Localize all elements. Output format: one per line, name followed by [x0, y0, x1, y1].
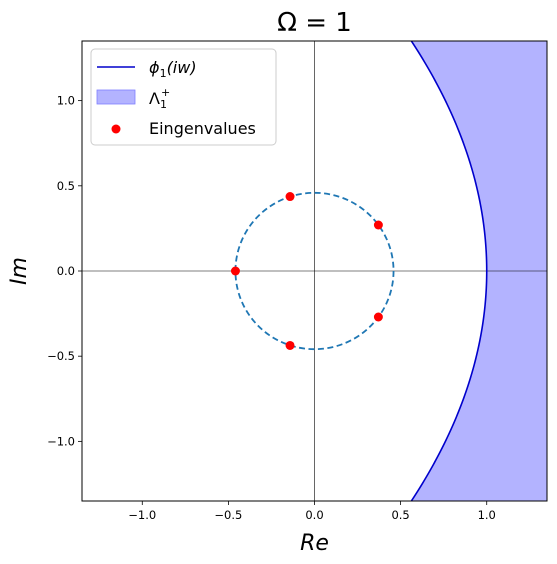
x-tick-label-4: 1.0 — [478, 508, 496, 522]
legend: ϕ1(iw) Λ1+ Eingenvalues — [90, 48, 277, 146]
stability-region — [411, 41, 547, 501]
eigenvalue-point-1 — [285, 192, 295, 202]
y-tick-label-0: −1.0 — [47, 434, 75, 448]
y-tick-label-2: 0.0 — [57, 264, 75, 278]
legend-label-curve: ϕ1(iw) — [149, 58, 197, 80]
axis-ticks: −1.0 −0.5 0.0 0.5 1.0 −1.0 −0.5 0.0 0.5 1.0 — [47, 94, 496, 522]
plot-area — [82, 41, 547, 501]
y-tick-label-1: −0.5 — [47, 349, 75, 363]
chart-title: Ω = 1 — [277, 8, 352, 38]
y-tick-label-3: 0.5 — [57, 179, 75, 193]
eigenvalue-point-4 — [373, 312, 383, 322]
y-tick-label-4: 1.0 — [57, 94, 75, 108]
x-tick-label-3: 0.5 — [391, 508, 409, 522]
x-axis-label: Re — [300, 531, 329, 556]
x-tick-label-0: −1.0 — [128, 508, 156, 522]
x-tick-label-1: −0.5 — [214, 508, 242, 522]
legend-box — [90, 48, 277, 146]
eigenvalue-point-3 — [373, 220, 383, 230]
legend-label-eigenvalues: Eingenvalues — [149, 119, 256, 138]
legend-label-region: Λ1+ — [149, 86, 170, 111]
eigenvalue-point-0 — [230, 266, 240, 276]
curve-phi1 — [410, 41, 488, 501]
dashed-circle — [234, 191, 395, 351]
legend-point-swatch — [111, 124, 121, 134]
eigenvalue-point-2 — [285, 340, 295, 350]
x-tick-label-2: 0.0 — [305, 508, 323, 522]
legend-region-swatch — [96, 89, 136, 105]
y-axis-label: Im — [7, 257, 32, 285]
